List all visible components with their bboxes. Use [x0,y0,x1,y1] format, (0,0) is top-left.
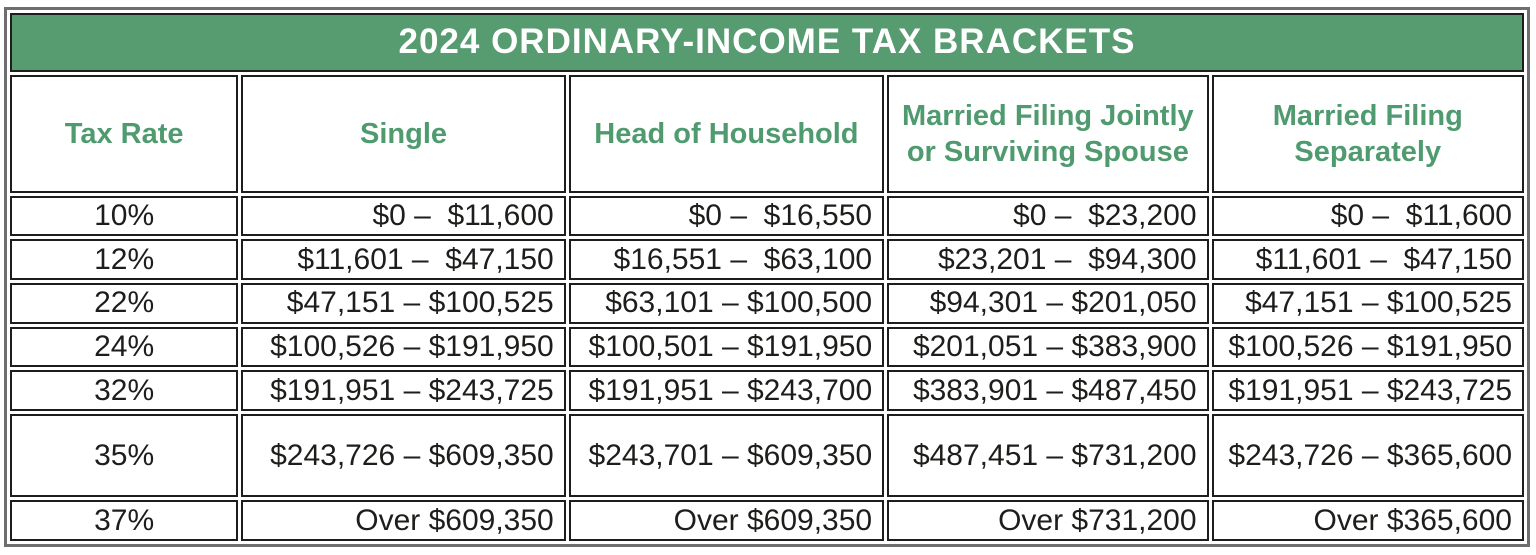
table-row-37pct: 37% Over $609,350 Over $609,350 Over $73… [10,500,1524,541]
range-cell-single: $243,726 – $609,350 [241,413,566,498]
tax-rate-cell: 35% [10,413,239,498]
range-cell-hoh: $100,501 – $191,950 [568,326,885,368]
table-row-32pct: 32% $191,951 – $243,725 $191,951 – $243,… [10,370,1524,411]
table-row-12pct: 12% $11,601 – $47,150 $16,551 – $63,100 … [10,239,1524,281]
column-header-head-of-household: Head of Household [568,74,885,193]
range-cell-hoh: $243,701 – $609,350 [568,413,885,498]
table-title: 2024 ORDINARY-INCOME TAX BRACKETS [10,13,1524,72]
range-cell-mfj: $23,201 – $94,300 [887,239,1209,281]
tax-brackets-table-frame: 2024 ORDINARY-INCOME TAX BRACKETS Tax Ra… [4,7,1530,547]
column-header-married-separately: Married Filing Separately [1211,74,1524,193]
column-header-single: Single [241,74,566,193]
range-cell-hoh: $191,951 – $243,700 [568,370,885,411]
table-title-row: 2024 ORDINARY-INCOME TAX BRACKETS [10,13,1524,72]
range-cell-mfj: $487,451 – $731,200 [887,413,1209,498]
column-header-tax-rate: Tax Rate [10,74,239,193]
tax-rate-cell: 32% [10,370,239,411]
tax-rate-cell: 37% [10,500,239,541]
column-header-married-jointly: Married Filing Jointly or Surviving Spou… [887,74,1209,193]
range-cell-hoh: Over $609,350 [568,500,885,541]
range-cell-mfs: $243,726 – $365,600 [1211,413,1524,498]
range-cell-single: $100,526 – $191,950 [241,326,566,368]
tax-rate-cell: 24% [10,326,239,368]
table-header-row: Tax Rate Single Head of Household Marrie… [10,74,1524,193]
range-cell-mfs: $191,951 – $243,725 [1211,370,1524,411]
range-cell-hoh: $0 – $16,550 [568,195,885,237]
range-cell-single: $11,601 – $47,150 [241,239,566,281]
tax-rate-cell: 10% [10,195,239,237]
tax-rate-cell: 12% [10,239,239,281]
range-cell-hoh: $63,101 – $100,500 [568,283,885,324]
table-row-10pct: 10% $0 – $11,600 $0 – $16,550 $0 – $23,2… [10,195,1524,237]
range-cell-mfj: $94,301 – $201,050 [887,283,1209,324]
range-cell-single: $0 – $11,600 [241,195,566,237]
range-cell-hoh: $16,551 – $63,100 [568,239,885,281]
range-cell-mfs: $0 – $11,600 [1211,195,1524,237]
range-cell-mfs: $100,526 – $191,950 [1211,326,1524,368]
tax-rate-cell: 22% [10,283,239,324]
range-cell-mfj: Over $731,200 [887,500,1209,541]
tax-brackets-table: 2024 ORDINARY-INCOME TAX BRACKETS Tax Ra… [7,10,1527,544]
range-cell-single: $47,151 – $100,525 [241,283,566,324]
range-cell-mfj: $0 – $23,200 [887,195,1209,237]
range-cell-single: Over $609,350 [241,500,566,541]
table-row-35pct: 35% $243,726 – $609,350 $243,701 – $609,… [10,413,1524,498]
range-cell-single: $191,951 – $243,725 [241,370,566,411]
range-cell-mfs: $11,601 – $47,150 [1211,239,1524,281]
table-row-24pct: 24% $100,526 – $191,950 $100,501 – $191,… [10,326,1524,368]
table-row-22pct: 22% $47,151 – $100,525 $63,101 – $100,50… [10,283,1524,324]
range-cell-mfj: $383,901 – $487,450 [887,370,1209,411]
range-cell-mfj: $201,051 – $383,900 [887,326,1209,368]
range-cell-mfs: $47,151 – $100,525 [1211,283,1524,324]
range-cell-mfs: Over $365,600 [1211,500,1524,541]
